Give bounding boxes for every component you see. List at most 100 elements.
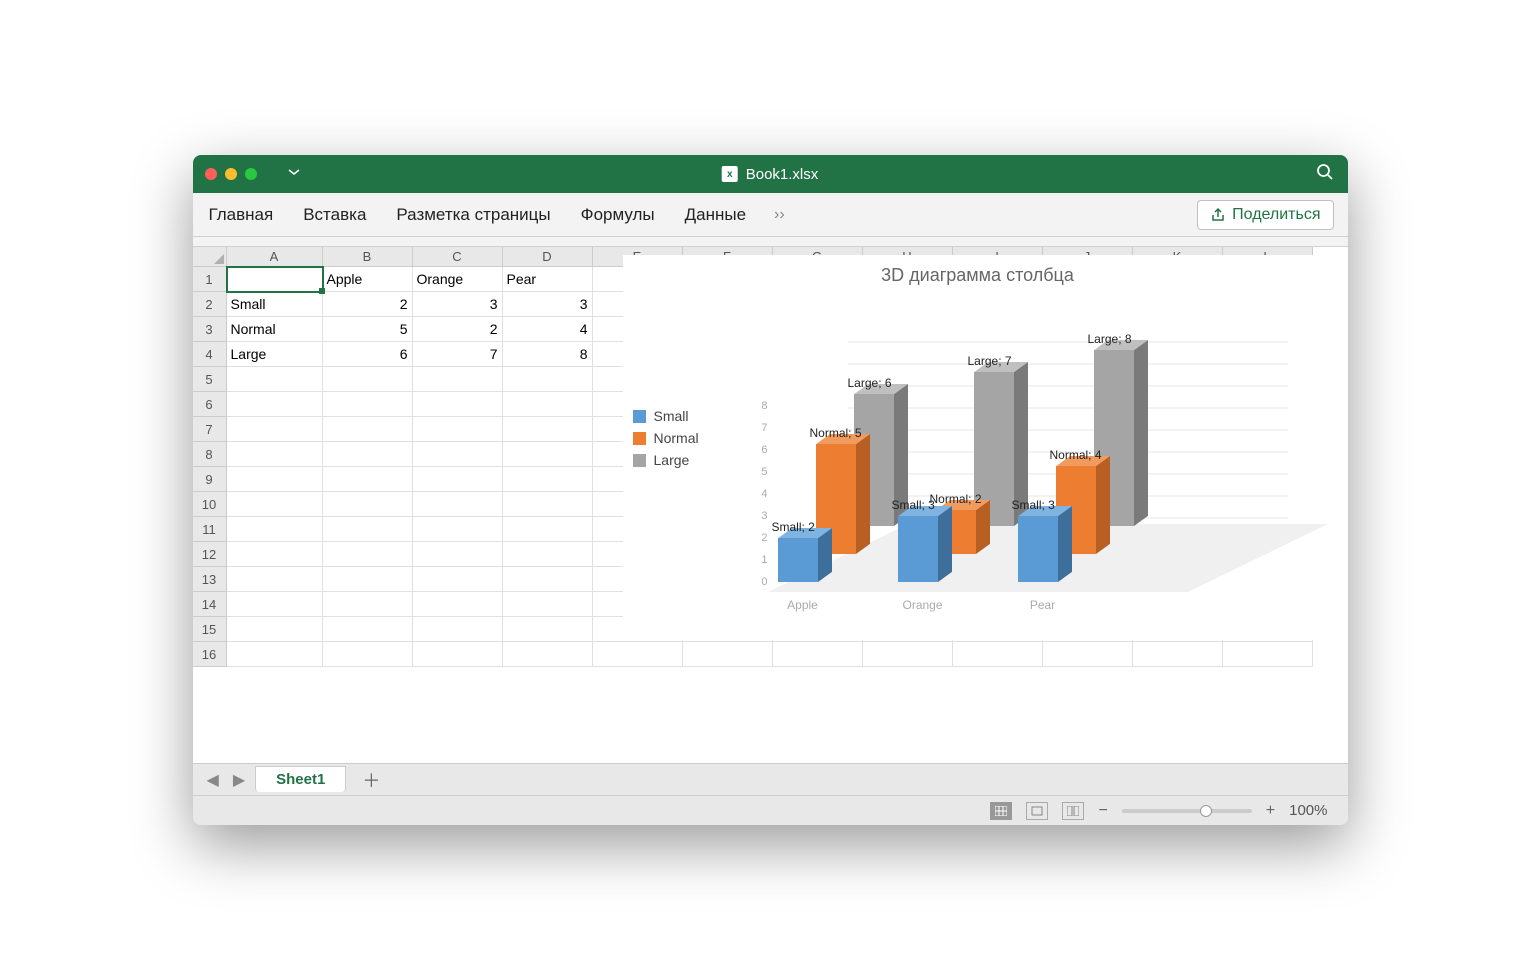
cell[interactable]: Apple <box>323 267 413 292</box>
ribbon-tab-insert[interactable]: Вставка <box>301 199 368 231</box>
cell[interactable] <box>503 367 593 392</box>
cell[interactable] <box>227 392 323 417</box>
row-header[interactable]: 3 <box>193 317 227 342</box>
cell[interactable] <box>503 392 593 417</box>
cell[interactable] <box>773 642 863 667</box>
row-header[interactable]: 2 <box>193 292 227 317</box>
cell[interactable]: Orange <box>413 267 503 292</box>
ribbon-more-icon[interactable]: ›› <box>774 206 785 224</box>
cell[interactable] <box>227 617 323 642</box>
cell[interactable] <box>683 642 773 667</box>
cell[interactable] <box>413 642 503 667</box>
formula-bar-collapsed[interactable] <box>193 237 1348 247</box>
sheet-tab-active[interactable]: Sheet1 <box>255 766 346 792</box>
sheet-nav-next-icon[interactable]: ▶ <box>229 768 249 792</box>
cell[interactable] <box>323 467 413 492</box>
cell[interactable] <box>413 392 503 417</box>
cell[interactable] <box>413 417 503 442</box>
row-header[interactable]: 5 <box>193 367 227 392</box>
ribbon-tab-data[interactable]: Данные <box>683 199 748 231</box>
cell[interactable] <box>227 367 323 392</box>
cell[interactable] <box>323 642 413 667</box>
cell[interactable] <box>323 617 413 642</box>
cell[interactable]: Pear <box>503 267 593 292</box>
cell[interactable]: 3 <box>503 292 593 317</box>
cell[interactable]: 2 <box>323 292 413 317</box>
cell[interactable]: 6 <box>323 342 413 367</box>
cell[interactable] <box>593 642 683 667</box>
cell[interactable] <box>323 567 413 592</box>
row-header[interactable]: 9 <box>193 467 227 492</box>
cell[interactable] <box>1133 642 1223 667</box>
cell[interactable]: Small <box>227 292 323 317</box>
zoom-slider[interactable] <box>1122 809 1252 813</box>
cell[interactable] <box>227 442 323 467</box>
row-header[interactable]: 7 <box>193 417 227 442</box>
row-header[interactable]: 13 <box>193 567 227 592</box>
cell[interactable] <box>323 492 413 517</box>
cell[interactable] <box>503 592 593 617</box>
share-button[interactable]: Поделиться <box>1197 200 1333 230</box>
cell[interactable] <box>503 492 593 517</box>
minimize-window-icon[interactable] <box>225 168 237 180</box>
cell[interactable] <box>503 417 593 442</box>
zoom-in-button[interactable]: + <box>1266 802 1275 820</box>
cell[interactable] <box>323 367 413 392</box>
ribbon-tab-formulas[interactable]: Формулы <box>579 199 657 231</box>
cell[interactable]: 5 <box>323 317 413 342</box>
cell[interactable] <box>503 442 593 467</box>
column-header[interactable]: B <box>323 247 413 267</box>
sheet-nav-prev-icon[interactable]: ◀ <box>203 768 223 792</box>
cell[interactable] <box>503 567 593 592</box>
cell[interactable] <box>1223 642 1313 667</box>
maximize-window-icon[interactable] <box>245 168 257 180</box>
cell[interactable] <box>323 517 413 542</box>
cell[interactable] <box>227 492 323 517</box>
column-header[interactable]: C <box>413 247 503 267</box>
cell[interactable] <box>227 542 323 567</box>
cell[interactable] <box>227 642 323 667</box>
cell[interactable]: 2 <box>413 317 503 342</box>
cell[interactable] <box>413 367 503 392</box>
cell[interactable] <box>413 567 503 592</box>
cell[interactable] <box>503 467 593 492</box>
cell[interactable] <box>227 567 323 592</box>
row-header[interactable]: 14 <box>193 592 227 617</box>
row-header[interactable]: 16 <box>193 642 227 667</box>
view-pagebreak-button[interactable] <box>1062 802 1084 820</box>
close-window-icon[interactable] <box>205 168 217 180</box>
chart-3d-column[interactable]: 3D диаграмма столбца SmallNormalLarge 01… <box>623 255 1333 640</box>
view-pagelayout-button[interactable] <box>1026 802 1048 820</box>
cell[interactable]: 8 <box>503 342 593 367</box>
cell[interactable] <box>227 417 323 442</box>
row-header[interactable]: 11 <box>193 517 227 542</box>
cell[interactable] <box>503 642 593 667</box>
cell[interactable] <box>413 517 503 542</box>
column-header[interactable]: A <box>227 247 323 267</box>
cell[interactable]: 3 <box>413 292 503 317</box>
row-header[interactable]: 12 <box>193 542 227 567</box>
cell[interactable] <box>503 542 593 567</box>
cell[interactable] <box>323 542 413 567</box>
cell[interactable] <box>863 642 953 667</box>
cell[interactable] <box>413 592 503 617</box>
cell[interactable] <box>1043 642 1133 667</box>
cell[interactable] <box>503 517 593 542</box>
row-header[interactable]: 8 <box>193 442 227 467</box>
row-header[interactable]: 4 <box>193 342 227 367</box>
cell[interactable] <box>413 617 503 642</box>
column-header[interactable]: D <box>503 247 593 267</box>
add-sheet-button[interactable]: ＋ <box>352 765 390 795</box>
row-header[interactable]: 6 <box>193 392 227 417</box>
cell[interactable] <box>227 267 323 292</box>
cell[interactable] <box>953 642 1043 667</box>
cell[interactable]: 4 <box>503 317 593 342</box>
cell[interactable] <box>227 467 323 492</box>
cell[interactable] <box>323 417 413 442</box>
ribbon-tab-pagelayout[interactable]: Разметка страницы <box>394 199 552 231</box>
cell[interactable]: Normal <box>227 317 323 342</box>
cell[interactable]: 7 <box>413 342 503 367</box>
select-all-corner[interactable] <box>193 247 227 267</box>
ribbon-tab-home[interactable]: Главная <box>207 199 276 231</box>
zoom-out-button[interactable]: − <box>1098 802 1107 820</box>
